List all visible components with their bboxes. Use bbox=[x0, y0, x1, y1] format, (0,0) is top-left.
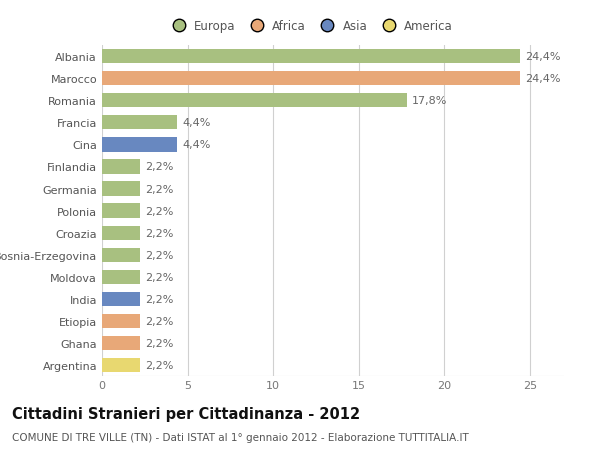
Text: 4,4%: 4,4% bbox=[182, 140, 211, 150]
Text: 2,2%: 2,2% bbox=[145, 206, 173, 216]
Bar bbox=[102, 314, 140, 329]
Bar bbox=[102, 292, 140, 307]
Bar bbox=[102, 248, 140, 263]
Text: 2,2%: 2,2% bbox=[145, 338, 173, 348]
Text: 2,2%: 2,2% bbox=[145, 316, 173, 326]
Bar bbox=[102, 116, 177, 130]
Bar bbox=[102, 160, 140, 174]
Text: 17,8%: 17,8% bbox=[412, 96, 447, 106]
Text: 2,2%: 2,2% bbox=[145, 184, 173, 194]
Text: 2,2%: 2,2% bbox=[145, 228, 173, 238]
Text: 2,2%: 2,2% bbox=[145, 272, 173, 282]
Bar bbox=[102, 204, 140, 218]
Bar bbox=[102, 182, 140, 196]
Bar bbox=[102, 336, 140, 351]
Text: 2,2%: 2,2% bbox=[145, 360, 173, 370]
Bar bbox=[102, 358, 140, 373]
Text: 2,2%: 2,2% bbox=[145, 162, 173, 172]
Text: COMUNE DI TRE VILLE (TN) - Dati ISTAT al 1° gennaio 2012 - Elaborazione TUTTITAL: COMUNE DI TRE VILLE (TN) - Dati ISTAT al… bbox=[12, 432, 469, 442]
Bar bbox=[102, 72, 520, 86]
Bar bbox=[102, 50, 520, 64]
Bar bbox=[102, 138, 177, 152]
Bar bbox=[102, 94, 407, 108]
Text: 2,2%: 2,2% bbox=[145, 250, 173, 260]
Text: 4,4%: 4,4% bbox=[182, 118, 211, 128]
Legend: Europa, Africa, Asia, America: Europa, Africa, Asia, America bbox=[167, 21, 453, 34]
Bar bbox=[102, 226, 140, 241]
Bar bbox=[102, 270, 140, 285]
Text: 24,4%: 24,4% bbox=[524, 52, 560, 62]
Text: Cittadini Stranieri per Cittadinanza - 2012: Cittadini Stranieri per Cittadinanza - 2… bbox=[12, 406, 360, 421]
Text: 2,2%: 2,2% bbox=[145, 294, 173, 304]
Text: 24,4%: 24,4% bbox=[524, 74, 560, 84]
